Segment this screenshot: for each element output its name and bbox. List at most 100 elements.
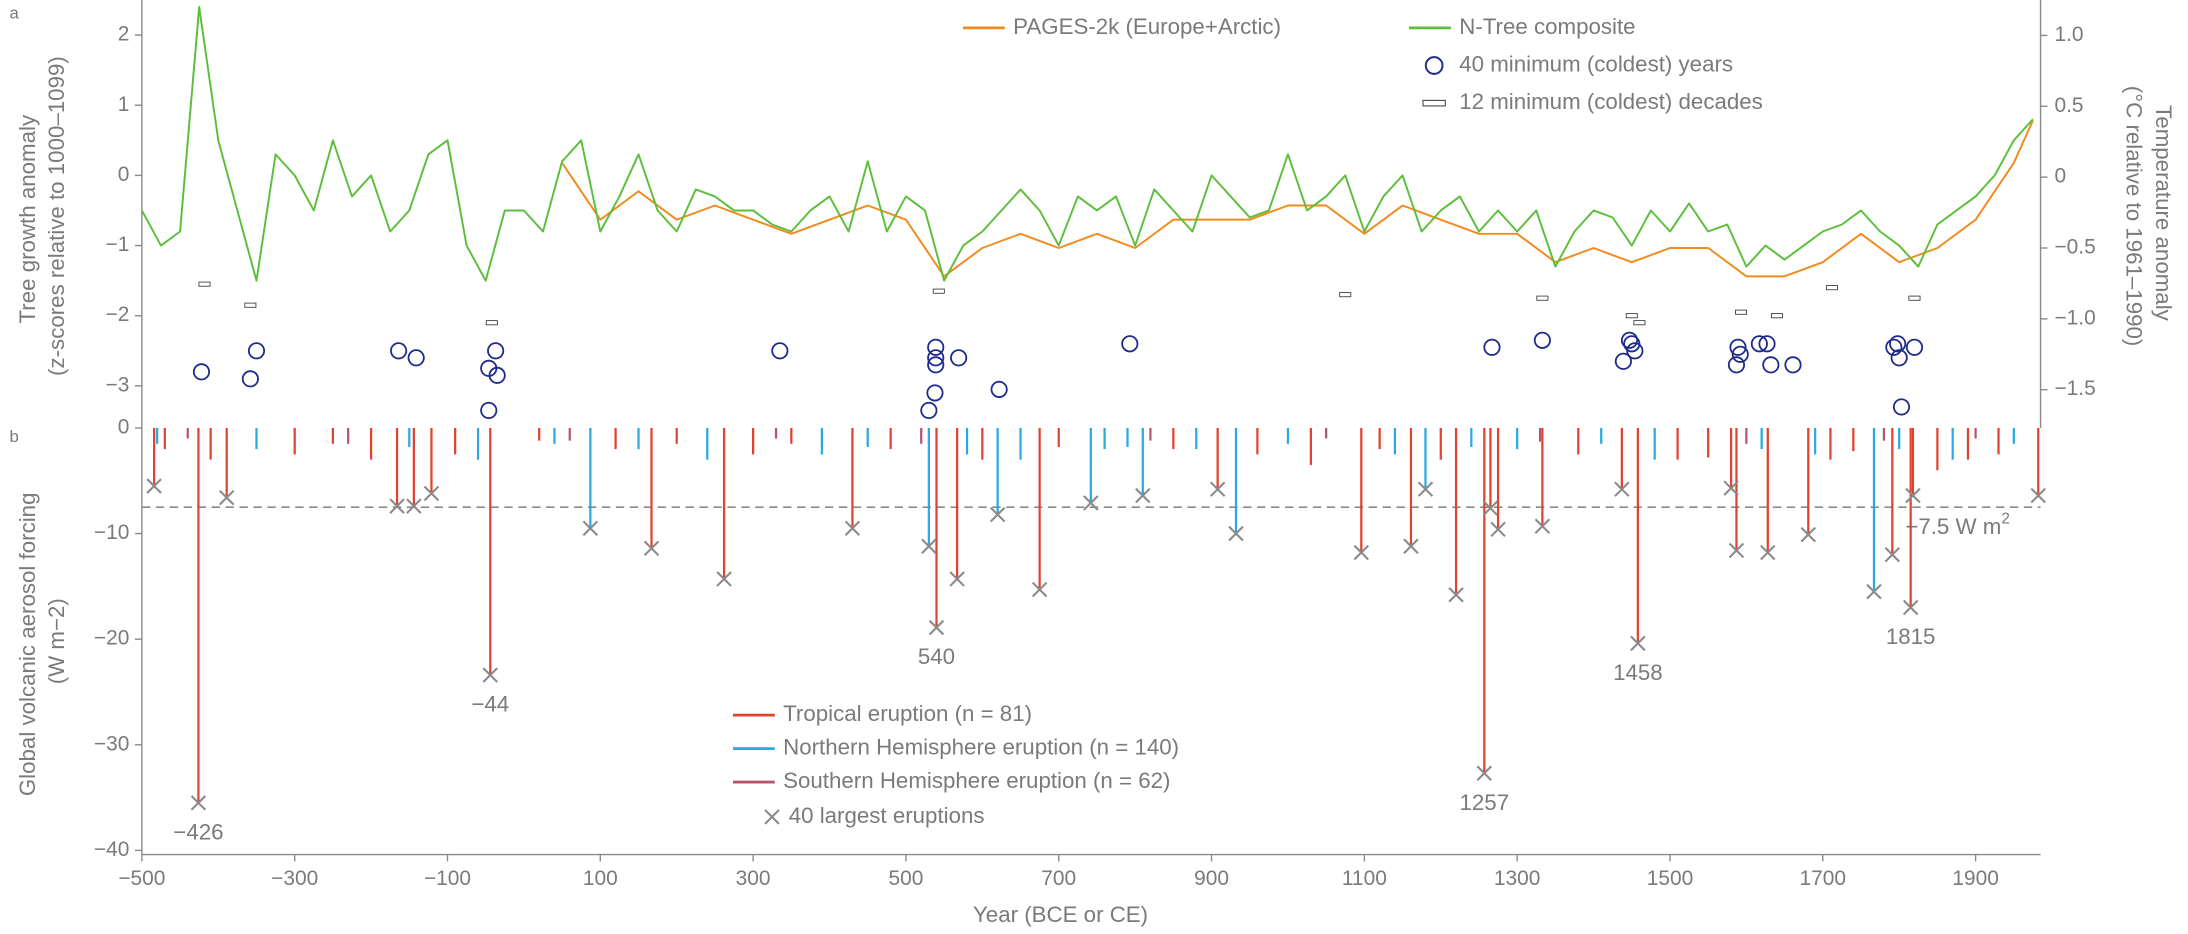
- largest-eruption-marker: [389, 498, 405, 514]
- largest-eruption-marker: [1630, 635, 1646, 652]
- largest-eruption-marker: [1723, 480, 1739, 496]
- x-axis-label: Year (BCE or CE): [973, 902, 1148, 927]
- y-axis-label-line: Global volcanic aerosol forcing: [15, 493, 40, 797]
- y2-tick-label: −1.5: [2054, 377, 2095, 400]
- largest-eruption-marker: [1228, 525, 1244, 542]
- cold-year-marker: [1890, 349, 1908, 367]
- y-tick-label: 0: [118, 163, 130, 186]
- annotation: −426: [173, 819, 223, 844]
- largest-eruption-marker: [406, 498, 422, 514]
- cold-year-marker: [247, 342, 266, 360]
- largest-eruption-marker: [1476, 765, 1493, 781]
- largest-eruption-marker: [949, 571, 965, 587]
- legend-icon: [1422, 99, 1446, 107]
- y-tick-label: −3: [105, 373, 129, 396]
- largest-eruption-marker: [1135, 487, 1151, 504]
- cold-year-marker: [920, 401, 938, 420]
- cold-year-marker: [926, 384, 944, 402]
- cold-year-marker: [990, 380, 1008, 398]
- y-axis-label-line: (W m−2): [44, 598, 69, 684]
- cold-year-marker: [927, 349, 945, 367]
- cold-year-marker: [1729, 338, 1747, 356]
- y-tick-label: −2: [105, 303, 129, 326]
- y2-axis-label-line: Temperature anomaly: [2151, 105, 2176, 321]
- x-tick-label: −500: [118, 867, 165, 890]
- largest-eruption-marker: [146, 478, 162, 494]
- legend-label: Northern Hemisphere eruption (n = 140): [783, 734, 1179, 759]
- cold-year-marker: [1762, 356, 1780, 374]
- x-tick-label: 500: [888, 867, 923, 890]
- legend-label: Tropical eruption (n = 81): [783, 701, 1032, 726]
- cold-year-marker: [1620, 331, 1639, 349]
- y2-tick-label: −0.5: [2054, 236, 2095, 259]
- legend-label: PAGES-2k (Europe+Arctic): [1013, 14, 1281, 39]
- y-axis-label-line: Tree growth anomaly: [15, 114, 40, 323]
- largest-eruption-marker: [1760, 544, 1776, 561]
- cold-decade-marker: [198, 281, 211, 287]
- threshold-label-sup: 2: [2001, 511, 2010, 528]
- cold-year-marker: [1750, 335, 1768, 353]
- largest-eruption-marker: [928, 619, 945, 636]
- legend-icon: [764, 809, 780, 825]
- cold-year-marker: [950, 349, 968, 367]
- y2-axis-label-line: (°C relative to 1961–1990): [2122, 86, 2147, 347]
- legend-icon: [1424, 56, 1444, 75]
- largest-eruption-marker: [1031, 581, 1048, 598]
- annotation: 540: [918, 644, 955, 669]
- largest-eruption-marker: [218, 489, 235, 506]
- largest-eruption-marker: [423, 485, 440, 502]
- y-tick-label: −1: [105, 233, 129, 256]
- cold-decade-marker: [1825, 285, 1838, 291]
- largest-eruption-marker: [1403, 538, 1419, 554]
- largest-eruption-marker: [643, 540, 660, 557]
- x-tick-label: 700: [1041, 867, 1076, 890]
- y2-tick-label: 1.0: [2054, 23, 2083, 46]
- largest-eruption-marker: [716, 571, 732, 587]
- cold-year-marker: [1889, 335, 1907, 353]
- cold-year-marker: [1121, 335, 1139, 353]
- x-tick-label: 100: [583, 867, 618, 890]
- largest-eruption-marker: [1866, 583, 1882, 600]
- largest-eruption-marker: [1209, 481, 1226, 497]
- y-axis-label: Global volcanic aerosol forcing (W m−2): [15, 486, 69, 796]
- y2-tick-label: 0.5: [2054, 94, 2083, 117]
- largest-eruption-marker: [482, 667, 498, 683]
- largest-eruption-marker: [1884, 546, 1901, 563]
- threshold-label: −7.5 W m2: [1905, 511, 2010, 539]
- largest-eruption-marker: [1902, 599, 1919, 616]
- legend-label: N-Tree composite: [1459, 14, 1635, 39]
- panel-label: b: [9, 427, 18, 446]
- cold-decade-marker: [932, 288, 945, 294]
- y-tick-label: −40: [94, 838, 129, 861]
- x-tick-label: 1700: [1800, 867, 1847, 890]
- cold-decade-marker: [244, 302, 257, 308]
- x-tick-label: 1500: [1647, 867, 1694, 890]
- largest-eruption-marker: [1448, 587, 1464, 603]
- x-tick-label: 1100: [1342, 867, 1387, 890]
- cold-year-marker: [1784, 356, 1802, 374]
- cold-year-marker: [1614, 352, 1632, 370]
- largest-eruption-marker: [1534, 518, 1551, 534]
- largest-eruption-marker: [844, 520, 861, 536]
- cold-year-marker: [1892, 398, 1911, 416]
- x-tick-label: −100: [424, 867, 471, 890]
- largest-eruption-marker: [1728, 542, 1745, 559]
- x-tick-label: 1900: [1952, 867, 1999, 890]
- y-tick-label: 1: [118, 93, 130, 116]
- largest-eruption-marker: [989, 506, 1006, 523]
- annotation: −44: [471, 692, 509, 717]
- cold-year-marker: [1758, 335, 1776, 353]
- cold-year-marker: [390, 342, 408, 360]
- x-tick-label: 1300: [1494, 867, 1541, 890]
- legend-label: 40 minimum (coldest) years: [1459, 51, 1733, 76]
- cold-decade-marker: [485, 320, 498, 326]
- x-tick-label: 900: [1194, 867, 1229, 890]
- cold-year-marker: [488, 366, 506, 384]
- cold-year-marker: [192, 363, 211, 381]
- largest-eruption-marker: [1083, 495, 1099, 511]
- cold-decade-marker: [1735, 309, 1748, 315]
- largest-eruption-marker: [1417, 481, 1434, 497]
- cold-year-marker: [1885, 338, 1903, 356]
